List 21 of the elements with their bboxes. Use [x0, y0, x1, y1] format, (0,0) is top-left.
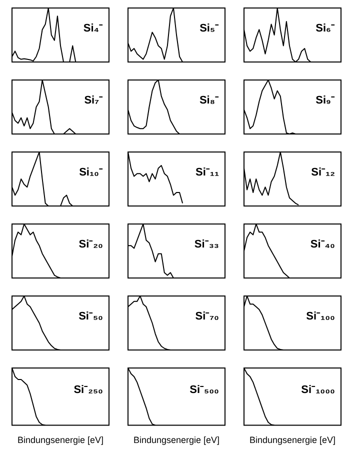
text: Si⁻₁₂	[311, 166, 336, 179]
text: Si⁻₁₀₀₀	[301, 384, 336, 396]
x-axis-title: Bindungsenergie [eV]	[133, 435, 220, 446]
text: Si⁻₅₀₀	[190, 384, 220, 396]
text: Si⁻₇₀	[195, 310, 220, 323]
text: Si₇⁻	[84, 94, 103, 107]
x-axis-title: Bindungsenergie [eV]	[249, 435, 336, 446]
text: Si₈⁻	[199, 94, 219, 107]
text: Si₄⁻	[83, 22, 103, 35]
text: Si⁻₅₀	[78, 310, 104, 323]
text: Si⁻₃₃	[194, 238, 219, 251]
text: Si⁻₁₁	[196, 166, 220, 179]
text: Si₁₀⁻	[79, 166, 103, 179]
text: Si⁻₄₀	[310, 238, 336, 251]
text: Si⁻₂₅₀	[74, 384, 104, 396]
text: Si₆⁻	[316, 22, 335, 35]
text: Si₉⁻	[316, 94, 335, 107]
text: Si₅⁻	[200, 22, 219, 35]
text: Si⁻₂₀	[78, 238, 104, 251]
text: Si⁻₁₀₀	[306, 310, 336, 323]
x-axis-title: Bindungsenergie [eV]	[17, 435, 104, 446]
